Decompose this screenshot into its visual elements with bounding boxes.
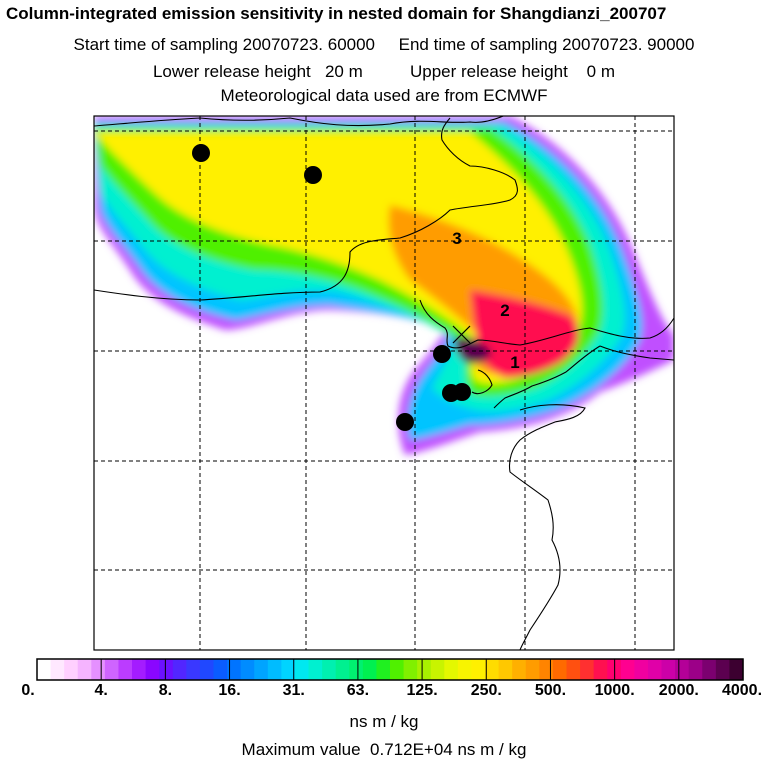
cluster-dot [396,413,414,431]
colorbar-tick-label: 125. [406,682,438,699]
cluster-dot [433,345,451,363]
colorbar-tick-label: 500. [534,682,567,699]
plume-band-red [470,290,579,378]
colorbar-tick-label: 31. [282,682,305,699]
coastlines-borders [94,116,674,650]
colorbar-tick-label: 4. [94,682,108,699]
plume-field [94,116,674,455]
cluster-label-3: 3 [452,229,461,248]
cluster-label-1: 1 [510,353,519,372]
cluster-label-2: 2 [500,301,509,320]
colorbar-tick-label: 63. [346,682,370,699]
met-data-line: Meteorological data used are from ECMWF [220,86,548,105]
colorbar-tick-label: 2000. [658,682,699,699]
colorbar-tick-label: 0. [21,682,35,699]
colorbar-tick-label: 4000. [721,682,763,699]
map-title: Column-integrated emission sensitivity i… [6,4,667,23]
colorbar-tick-label: 8. [158,682,173,699]
colorbar-tick-label: 250. [470,682,502,699]
receptor-cross-marker [452,325,471,344]
colorbar-tick-label: 1000. [594,682,635,699]
colorbar-unit: ns m / kg [349,712,419,731]
sampling-time-line: Start time of sampling 20070723. 60000 E… [73,35,695,54]
map-frame [93,115,675,651]
cluster-dot [192,144,210,162]
release-height-line: Lower release height 20 m Upper release … [152,62,616,81]
maximum-value-note: Maximum value 0.712E+04 ns m / kg [241,740,527,759]
cluster-dot [453,383,471,401]
plume-band-yellow [94,132,582,384]
cluster-dot [304,166,322,184]
colorbar-tick-label: 16. [218,682,241,699]
cluster-dots [192,144,471,431]
lat-lon-grid [94,116,674,650]
